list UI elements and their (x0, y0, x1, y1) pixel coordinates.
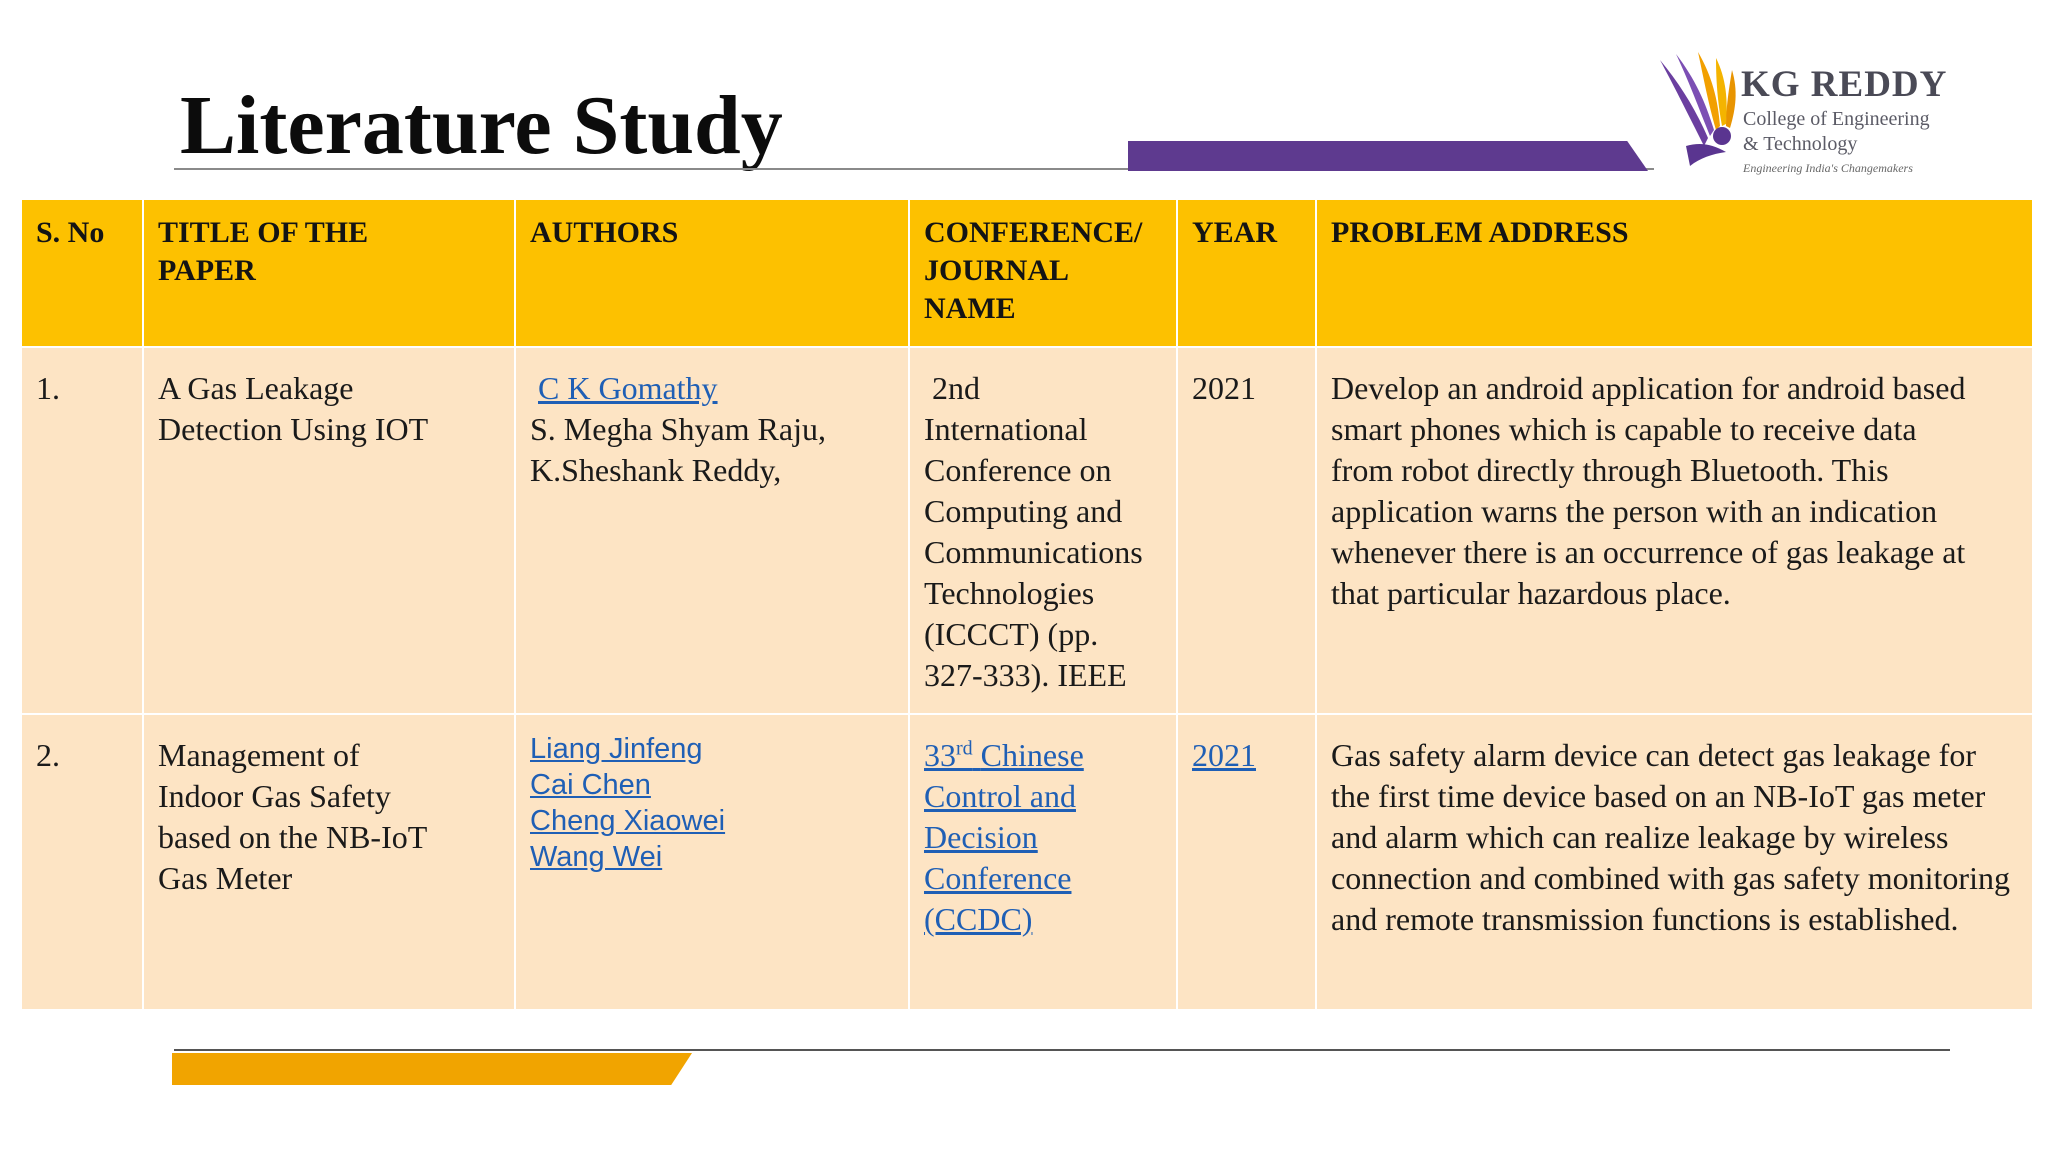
author-link[interactable]: Cheng Xiaowei (530, 805, 726, 837)
title-underline (174, 168, 1654, 170)
row-sno: 2. (20, 713, 144, 1011)
row-venue: 33rd Chinese Control and Decision Confer… (908, 713, 1178, 1011)
author-link[interactable]: Liang Jinfeng (530, 733, 703, 765)
logo-name: KG REDDY (1741, 64, 1948, 105)
venue-link[interactable]: Conference (924, 860, 1072, 896)
slide-title: Literature Study (180, 79, 783, 172)
venue-link[interactable]: Control and (924, 778, 1076, 814)
author-link[interactable]: C K Gomathy (538, 370, 718, 406)
logo-tagline: Engineering India's Changemakers (1743, 161, 1913, 175)
literature-table: S. No TITLE OF THE PAPER AUTHORS CONFERE… (20, 198, 2034, 1011)
logo-subtitle-line2: & Technology (1743, 133, 1858, 155)
row-year: 2021 (1176, 713, 1317, 1011)
row-authors: C K Gomathy S. Megha Shyam Raju, K.Shesh… (514, 346, 910, 715)
header-venue: CONFERENCE/ JOURNAL NAME (908, 198, 1178, 348)
footer-rule (174, 1049, 1950, 1051)
venue-link[interactable]: (CCDC) (924, 901, 1033, 937)
row-authors: Liang Jinfeng Cai Chen Cheng Xiaowei Wan… (514, 713, 910, 1011)
row-year: 2021 (1176, 346, 1317, 715)
header-problem: PROBLEM ADDRESS (1315, 198, 2034, 348)
table-header-row: S. No TITLE OF THE PAPER AUTHORS CONFERE… (20, 198, 2034, 348)
year-link[interactable]: 2021 (1192, 737, 1256, 773)
row-sno: 1. (20, 346, 144, 715)
venue-link[interactable]: 33rd Chinese (924, 737, 1084, 773)
table-row: 1. A Gas Leakage Detection Using IOT C K… (20, 346, 2034, 715)
row-title: Management of Indoor Gas Safety based on… (142, 713, 516, 1011)
logo-subtitle-line1: College of Engineering (1743, 108, 1930, 130)
purple-accent-band (1128, 141, 1648, 171)
header-sno: S. No (20, 198, 144, 348)
row-problem: Develop an android application for andro… (1315, 346, 2034, 715)
table-row: 2. Management of Indoor Gas Safety based… (20, 713, 2034, 1011)
header-title: TITLE OF THE PAPER (142, 198, 516, 348)
college-logo: KG REDDY College of Engineering & Techno… (1646, 50, 1976, 190)
header-authors: AUTHORS (514, 198, 910, 348)
author-link[interactable]: Cai Chen (530, 769, 651, 801)
author-link[interactable]: Wang Wei (530, 841, 663, 873)
row-title: A Gas Leakage Detection Using IOT (142, 346, 516, 715)
row-venue: 2nd International Conference on Computin… (908, 346, 1178, 715)
eagle-logo-icon (1660, 52, 1736, 166)
header-year: YEAR (1176, 198, 1317, 348)
orange-accent-band (172, 1053, 692, 1085)
venue-link[interactable]: Decision (924, 819, 1038, 855)
row-problem: Gas safety alarm device can detect gas l… (1315, 713, 2034, 1011)
